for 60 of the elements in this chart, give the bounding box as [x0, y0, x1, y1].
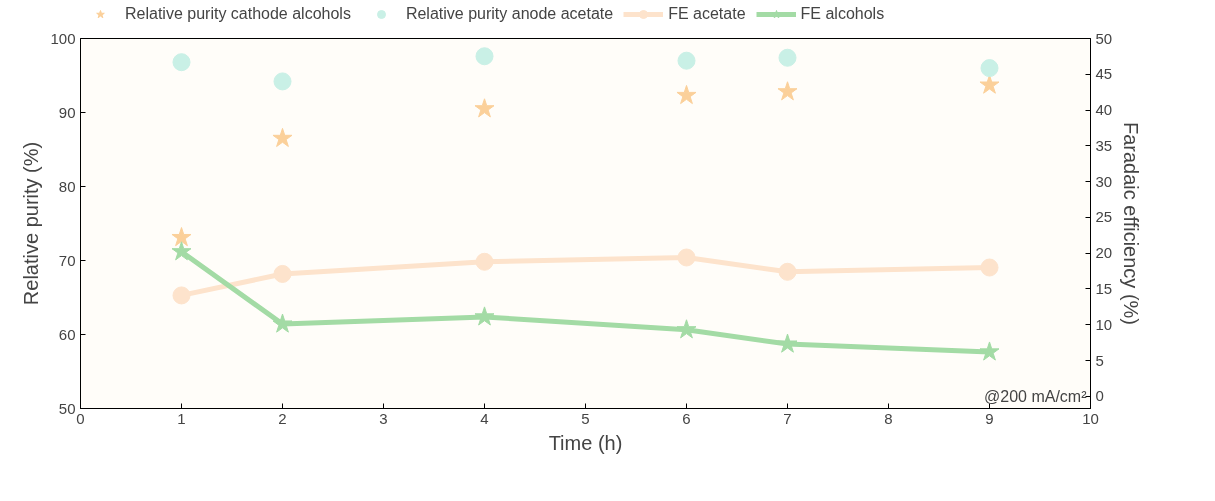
y-tick-label: 50	[58, 399, 76, 417]
y-axis-title: Relative purity (%)	[20, 141, 43, 306]
point	[273, 72, 292, 91]
point	[677, 51, 696, 70]
point	[979, 74, 1000, 94]
legend-label: Relative purity cathode alcohols	[125, 5, 351, 23]
y2-tick-label: 45	[1095, 65, 1113, 83]
x-tick-label: 6	[682, 409, 691, 427]
x-tick-label: 0	[76, 409, 85, 427]
point	[474, 306, 495, 326]
point	[777, 81, 798, 101]
point	[171, 227, 192, 247]
y2-tick-label: 40	[1095, 101, 1113, 119]
point	[778, 48, 797, 67]
point	[475, 252, 494, 271]
point	[475, 47, 494, 66]
point	[777, 333, 798, 353]
point	[980, 258, 999, 277]
point	[474, 98, 495, 118]
annotation: @200 mA/cm²	[984, 387, 1088, 405]
y-tick-label: 60	[58, 325, 76, 343]
y2-tick-label: 50	[1095, 29, 1113, 47]
y2-tick-label: 0	[1095, 387, 1104, 405]
point	[980, 59, 999, 78]
x-tick-label: 3	[379, 409, 388, 427]
x-tick-label: 4	[480, 409, 489, 427]
y2-tick-label: 25	[1095, 208, 1113, 226]
y2-tick-label: 10	[1095, 315, 1113, 333]
point	[272, 127, 293, 147]
y2-tick-label: 15	[1095, 279, 1113, 297]
y2-axis-title: Faradaic efficiency (%)	[1120, 121, 1143, 326]
y2-tick-label: 20	[1095, 244, 1113, 262]
x-tick-label: 2	[278, 409, 287, 427]
y-tick-label: 100	[50, 29, 76, 47]
legend-label: FE alcohols	[800, 5, 885, 23]
point	[979, 341, 1000, 361]
x-tick-label: 8	[884, 409, 893, 427]
y-tick-label: 80	[58, 177, 76, 195]
point	[676, 84, 697, 105]
point	[677, 248, 696, 267]
x-tick-label: 5	[581, 409, 590, 427]
point	[172, 286, 191, 305]
point	[172, 53, 191, 72]
y2-tick-label: 35	[1095, 136, 1113, 154]
y2-tick-label: 30	[1095, 172, 1113, 190]
x-tick-label: 9	[985, 409, 994, 427]
x-axis-title: Time (h)	[548, 431, 623, 454]
legend-label: Relative purity anode acetate	[405, 5, 614, 23]
y2-tick-label: 5	[1095, 351, 1104, 369]
x-tick-label: 10	[1082, 409, 1099, 427]
x-tick-label: 7	[783, 409, 792, 427]
y-tick-label: 70	[58, 251, 76, 269]
point	[676, 319, 697, 339]
point	[272, 313, 293, 333]
legend-label: FE acetate	[668, 5, 746, 23]
point	[778, 262, 797, 281]
point	[171, 241, 192, 261]
x-tick-label: 1	[177, 409, 186, 427]
point	[273, 264, 292, 283]
y-tick-label: 90	[58, 103, 76, 121]
